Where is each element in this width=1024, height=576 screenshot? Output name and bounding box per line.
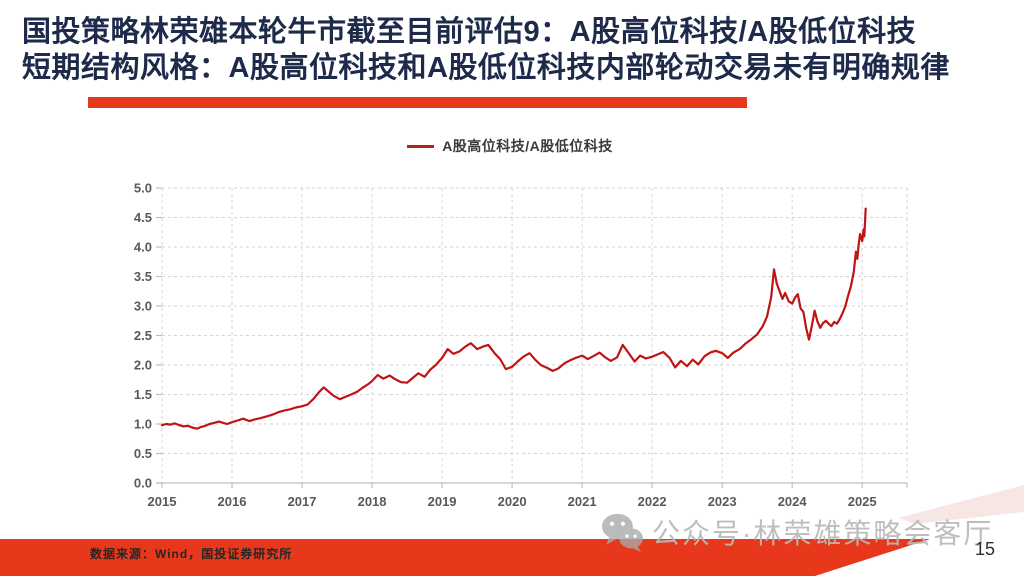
- x-tick-label: 2018: [358, 494, 387, 509]
- x-tick-label: 2019: [428, 494, 457, 509]
- x-tick-label: 2023: [708, 494, 737, 509]
- wechat-icon: [602, 513, 643, 552]
- legend-label: A股高位科技/A股低位科技: [442, 138, 613, 154]
- data-source: 数据来源：Wind，国投证券研究所: [90, 547, 293, 561]
- y-tick-label: 4.0: [134, 240, 152, 255]
- y-tick-label: 2.5: [134, 328, 152, 343]
- y-tick-label: 3.5: [134, 269, 152, 284]
- x-tick-label: 2025: [848, 494, 877, 509]
- x-tick-label: 2021: [568, 494, 597, 509]
- legend-line-swatch: [407, 144, 435, 148]
- footer-decoration: [0, 485, 1024, 576]
- ratio-series-line: [160, 207, 867, 430]
- watermark: 公众号·林荣雄策略会客厅: [600, 512, 993, 552]
- y-tick-label: 1.0: [134, 417, 152, 432]
- y-tick-label: 0.5: [134, 446, 152, 461]
- chart-legend: A股高位科技/A股低位科技: [95, 136, 925, 156]
- title-line-1: 国投策略林荣雄本轮牛市截至目前评估9：A股高位科技/A股低位科技: [22, 16, 917, 48]
- x-tick-label: 2022: [638, 494, 667, 509]
- y-tick-label: 5.0: [134, 181, 152, 196]
- x-tick-label: 2016: [218, 494, 247, 509]
- footer-red-band: [0, 539, 930, 576]
- page-number: 15: [975, 539, 996, 559]
- x-tick-label: 2024: [778, 494, 808, 509]
- x-tick-label: 2017: [288, 494, 317, 509]
- y-tick-label: 4.5: [134, 210, 152, 225]
- x-tick-label: 2020: [498, 494, 527, 509]
- title-underline-bar: [88, 97, 747, 108]
- y-tick-label: 0.0: [134, 476, 152, 491]
- x-tick-label: 2015: [148, 494, 177, 509]
- title-line-2: 短期结构风格：A股高位科技和A股低位科技内部轮动交易未有明确规律: [22, 52, 950, 84]
- slide-title: 国投策略林荣雄本轮牛市截至目前评估9：A股高位科技/A股低位科技 短期结构风格：…: [22, 14, 1002, 86]
- y-tick-label: 1.5: [134, 387, 152, 402]
- y-tick-label: 3.0: [134, 299, 152, 314]
- y-tick-label: 2.0: [134, 358, 152, 373]
- watermark-text: 公众号·林荣雄策略会客厅: [652, 518, 994, 549]
- ratio-line-chart: 0.0 0.5 1.0 1.5 2.0 2.5 3.0 3.5 4.0 4.5 5.0 2015 201…: [134, 181, 908, 509]
- corner-pale-stripe: [898, 485, 1024, 524]
